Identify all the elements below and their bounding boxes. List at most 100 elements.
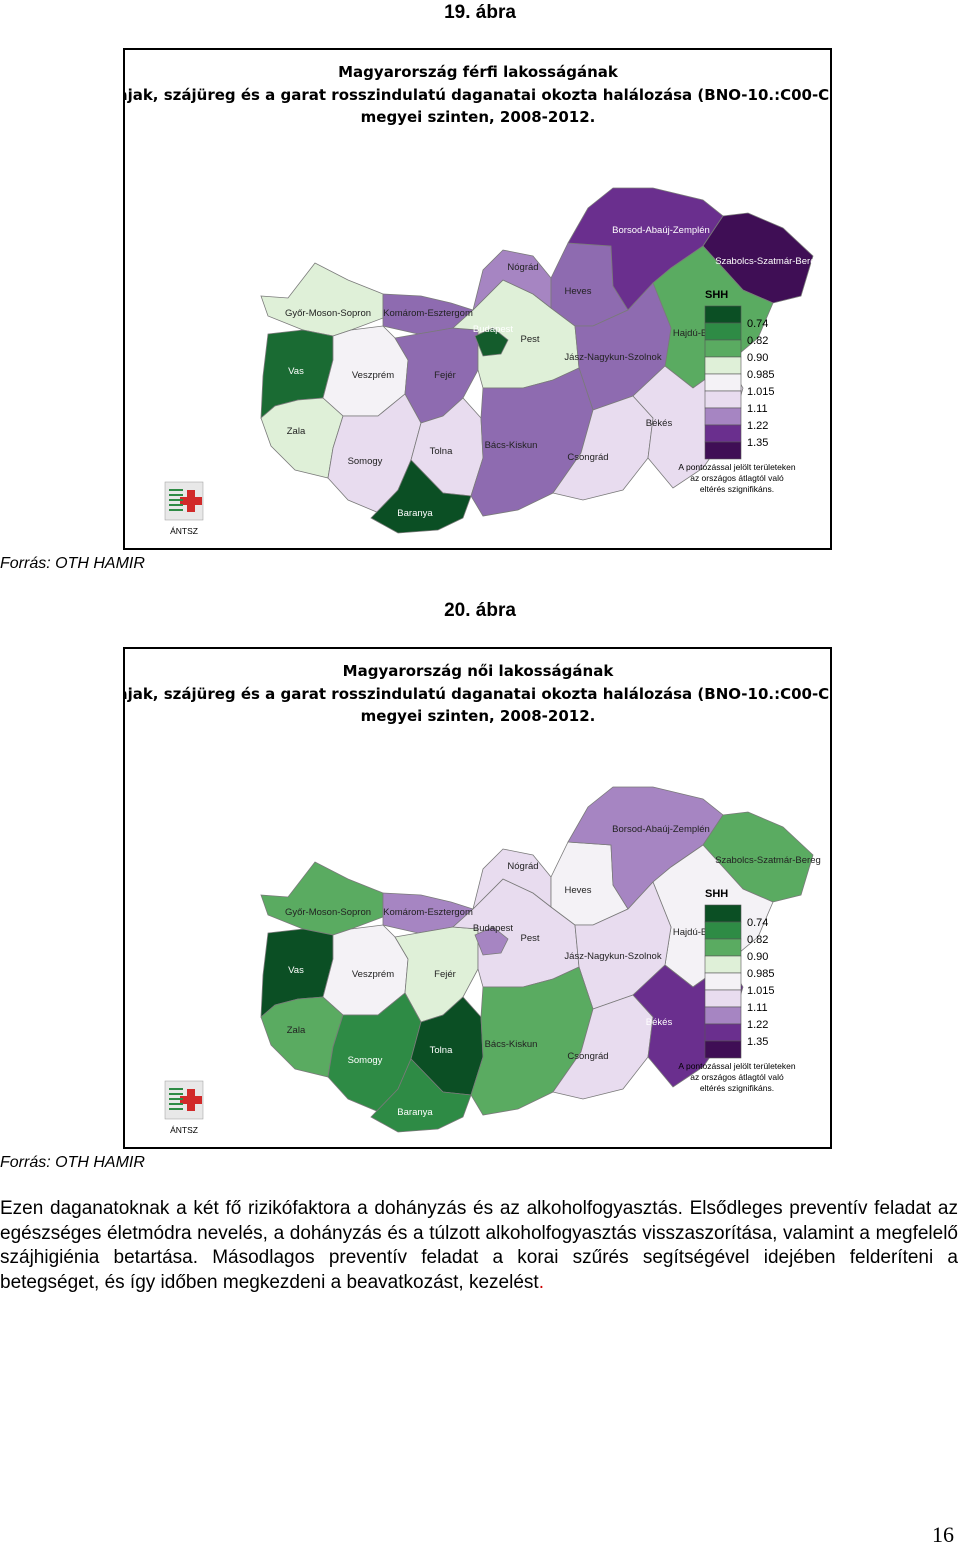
paragraph-text: Ezen daganatoknak a két fő rizikófaktora… [0,1198,958,1293]
legend-swatch [704,1040,742,1059]
county-label-baranya: Baranya [397,508,433,519]
legend-note: eltérés szignifikáns. [700,1083,774,1093]
county-label-somogy: Somogy [348,1055,383,1066]
county-label-bekes: Békés [646,1017,673,1028]
legend-swatch [704,1023,742,1042]
county-label-bacs: Bács-Kiskun [485,1039,538,1050]
legend-note: A pontozással jelölt területeken [678,1061,795,1071]
legend-label: 0.985 [747,968,775,980]
county-baranya [370,1058,472,1133]
county-label-szabolcs: Szabolcs-Szatmár-Bereg [715,855,821,866]
county-label-pest: Pest [520,933,539,944]
logo-label: ÁNTSZ [170,1125,198,1135]
choropleth-map-male: Magyarország férfi lakosságának az ajak,… [123,48,832,550]
county-label-komarom: Komárom-Esztergom [383,907,473,918]
map-title-line3: megyei szinten, 2008-2012. [361,108,596,126]
legend-swatch [704,1006,742,1025]
county-label-budapest: Budapest [473,923,514,934]
choropleth-map-female: Magyarország női lakosságának az ajak, s… [123,647,832,1149]
county-label-somogy: Somogy [348,456,383,467]
legend-swatch [704,407,742,426]
county-budapest [474,926,509,956]
map-svg: Magyarország női lakosságának az ajak, s… [125,662,830,1135]
legend-swatch [704,322,742,341]
county-label-jasz: Jász-Nagykun-Szolnok [564,951,661,962]
county-label-vas: Vas [288,366,304,377]
legend-swatch [704,441,742,460]
legend-label: 0.985 [747,369,775,381]
legend-title: SHH [705,888,728,900]
legend-label: 0.82 [747,934,768,946]
legend-label: 1.22 [747,420,768,432]
county-label-nograd: Nógrád [507,861,538,872]
map-title-line3: megyei szinten, 2008-2012. [361,707,596,725]
legend-swatch [704,305,742,324]
legend-label: 1.11 [747,1002,768,1014]
county-label-gyor: Győr-Moson-Sopron [285,308,371,319]
body-paragraph: Ezen daganatoknak a két fő rizikófaktora… [0,1197,958,1295]
county-gyor [260,262,384,337]
legend-label: 0.90 [747,352,768,364]
county-label-fejer: Fejér [434,370,456,381]
county-label-budapest: Budapest [473,324,514,335]
legend-label: 1.35 [747,1036,768,1048]
legend-swatch [704,989,742,1008]
county-group: Győr-Moson-Sopron Komárom-Esztergom Vas Ves… [260,786,821,1133]
county-label-zala: Zala [287,1025,306,1036]
legend-swatch [704,904,742,923]
county-budapest [474,327,509,357]
county-label-fejer: Fejér [434,969,456,980]
legend-swatch [704,424,742,443]
county-label-pest: Pest [520,334,539,345]
county-label-jasz: Jász-Nagykun-Szolnok [564,352,661,363]
legend-label: 0.82 [747,335,768,347]
map-title-line1: Magyarország férfi lakosságának [338,63,619,81]
county-label-baranya: Baranya [397,1107,433,1118]
legend-swatch [704,373,742,392]
legend-label: 0.74 [747,917,768,929]
county-label-vas: Vas [288,965,304,976]
county-label-szabolcs: Szabolcs-Szatmár-Bereg [715,256,821,267]
county-label-zala: Zala [287,426,306,437]
map-title-line2: az ajak, szájüreg és a garat rosszindula… [125,685,830,703]
legend: SHH 0.74 0.82 0.90 0.985 1.015 1.11 1.22 1.35 A p… [678,289,795,494]
antsz-logo-icon: ÁNTSZ [164,1080,204,1135]
legend-label: 0.74 [747,318,768,330]
legend-swatch [704,921,742,940]
legend-note: az országos átlagtól való [690,1072,784,1082]
legend-label: 1.015 [747,985,775,997]
legend-swatch [704,972,742,991]
figure-caption-20: 20. ábra [444,600,516,621]
legend-note: eltérés szignifikáns. [700,484,774,494]
legend-swatch [704,339,742,358]
county-label-bekes: Békés [646,418,673,429]
county-gyor [260,861,384,936]
county-label-csongrad: Csongrád [567,452,608,463]
legend-swatch [704,356,742,375]
county-label-heves: Heves [565,885,592,896]
logo-cross-h [180,1096,202,1104]
county-label-csongrad: Csongrád [567,1051,608,1062]
legend-label: 1.11 [747,403,768,415]
county-label-komarom: Komárom-Esztergom [383,308,473,319]
legend-swatch [704,955,742,974]
legend-swatch [704,938,742,957]
legend-label: 1.22 [747,1019,768,1031]
county-label-heves: Heves [565,286,592,297]
legend-label: 1.015 [747,386,775,398]
county-label-borsod: Borsod-Abaúj-Zemplén [612,225,710,236]
county-label-veszprem: Veszprém [352,370,394,381]
antsz-logo-icon: ÁNTSZ [164,481,204,536]
final-period: . [538,1271,544,1293]
county-label-veszprem: Veszprém [352,969,394,980]
figure-caption-19: 19. ábra [444,2,516,23]
source-note: Forrás: OTH HAMIR [0,555,145,572]
county-label-hajdu: Hajdú-Bihar [673,927,723,938]
county-label-bacs: Bács-Kiskun [485,440,538,451]
legend-label: 0.90 [747,951,768,963]
county-label-tolna: Tolna [430,1045,453,1056]
logo-label: ÁNTSZ [170,526,198,536]
county-label-borsod: Borsod-Abaúj-Zemplén [612,824,710,835]
map-svg: Magyarország férfi lakosságának az ajak,… [125,63,830,536]
county-label-tolna: Tolna [430,446,453,457]
